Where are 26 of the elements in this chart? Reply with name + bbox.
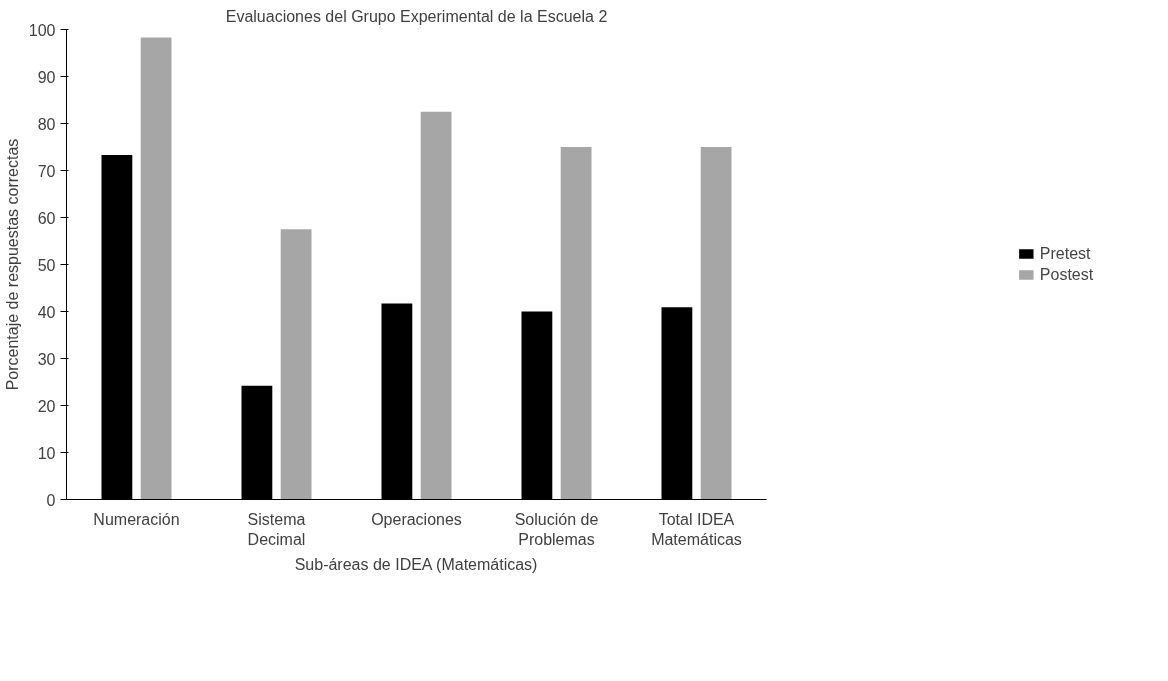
y-tick-label: 70 bbox=[37, 162, 56, 180]
x-axis-title: Sub-áreas de IDEA (Matemáticas) bbox=[294, 555, 538, 573]
y-tick-label: 100 bbox=[28, 21, 56, 39]
y-tick-label: 10 bbox=[37, 444, 56, 462]
y-tick-label: 50 bbox=[37, 256, 56, 274]
y-tick-label: 30 bbox=[37, 350, 56, 368]
y-tick-label: 20 bbox=[37, 397, 56, 415]
bar bbox=[280, 229, 312, 500]
y-axis-title: Porcentaje de respuestas correctas bbox=[3, 138, 21, 391]
x-tick-label: Solución de Problemas bbox=[514, 510, 599, 548]
y-tick-label: 80 bbox=[37, 115, 56, 133]
bar bbox=[140, 37, 172, 500]
x-tick-label: Operaciones bbox=[371, 510, 462, 528]
chart-title: Evaluaciones del Grupo Experimental de la Escuela 2 bbox=[225, 7, 608, 25]
bar bbox=[420, 111, 452, 500]
y-tick-label: 60 bbox=[37, 209, 56, 227]
x-tick-label: Sistema Decimal bbox=[247, 510, 306, 548]
y-tick-label: 0 bbox=[46, 491, 56, 509]
bar bbox=[560, 147, 592, 500]
x-tick-label: Total IDEA Matemáticas bbox=[651, 510, 742, 548]
bar bbox=[700, 147, 732, 500]
legend-label: Pretest bbox=[1039, 244, 1091, 263]
legend-label: Postest bbox=[1039, 265, 1094, 284]
y-tick-label: 90 bbox=[37, 68, 56, 86]
y-tick-label: 40 bbox=[37, 303, 56, 321]
x-tick-label: Numeración bbox=[93, 510, 180, 528]
